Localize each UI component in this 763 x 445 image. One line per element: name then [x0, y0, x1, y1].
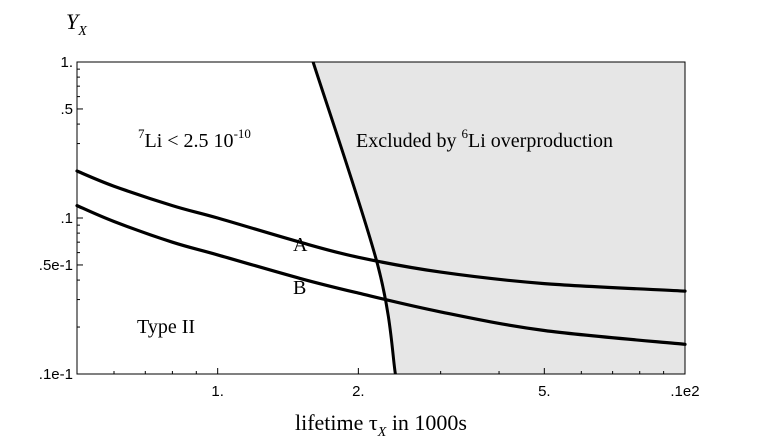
y-tick-label: .5e-1: [39, 257, 73, 274]
series-line-b: [75, 204, 687, 346]
x-axis-label: lifetime τX in 1000s: [295, 410, 467, 440]
excluded-region-label: Excluded by 6Li overproduction: [356, 126, 613, 152]
y-tick-label: .5: [60, 101, 73, 118]
x-tick-label: .1e2: [670, 383, 699, 400]
y-axis-label-subscript: X: [77, 24, 87, 39]
y-axis-label: YX: [66, 9, 87, 39]
series-label-a: A: [293, 234, 308, 256]
x-tick-label: 5.: [538, 383, 551, 400]
series-line-a: [75, 169, 687, 293]
series-label-b: B: [293, 277, 306, 299]
x-tick-label: 1.: [211, 383, 224, 400]
series-group: [75, 169, 687, 346]
x-axis-label-subscript: X: [377, 425, 387, 440]
y-tick-label: .1e-1: [39, 366, 73, 383]
li7-annotation: 7Li < 2.5 10-10: [138, 126, 251, 152]
y-tick-label: .1: [60, 210, 73, 227]
tick-group: 1. 2. 5. .1e2 1. .5 .1 .5e-1 .1e-1: [39, 54, 700, 400]
type-annotation: Type II: [137, 316, 195, 338]
x-tick-label: 2.: [352, 383, 365, 400]
y-tick-label: 1.: [60, 54, 73, 71]
excluded-region: [313, 62, 685, 374]
exclusion-boundary-line: [311, 61, 397, 375]
